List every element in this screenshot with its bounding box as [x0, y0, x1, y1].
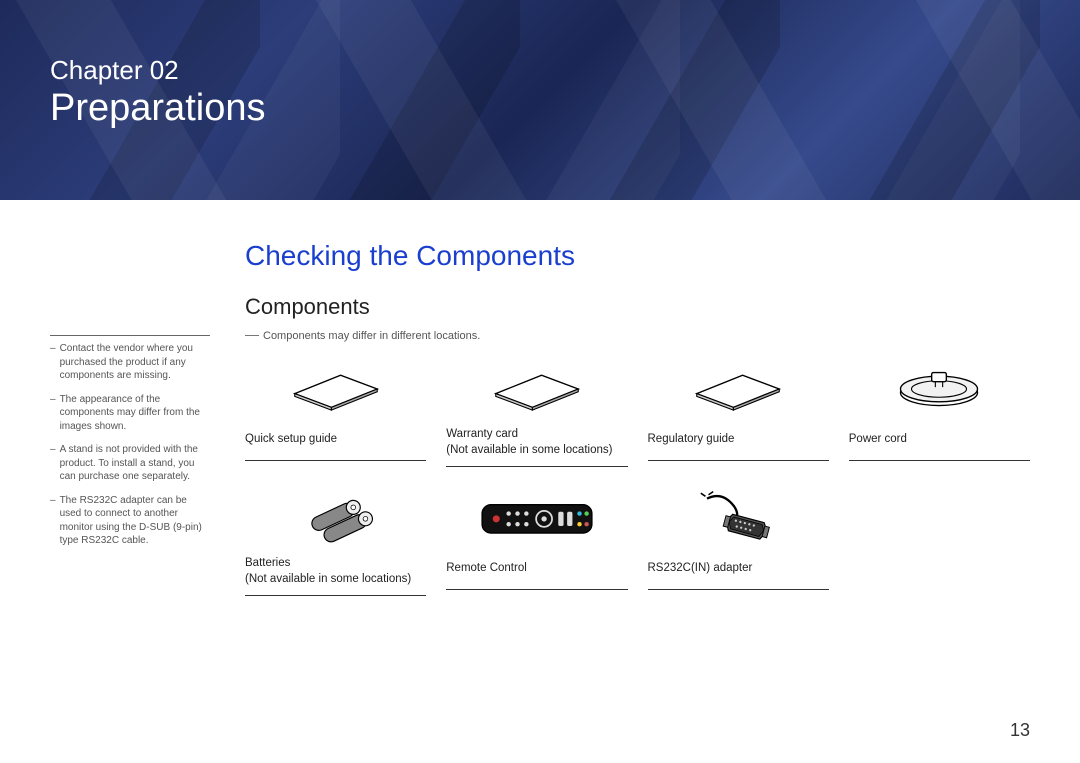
sidebar-note: –Contact the vendor where you purchased … — [50, 342, 210, 383]
component-label: RS232C(IN) adapter — [648, 551, 829, 585]
sheet-icon — [648, 356, 829, 422]
component-divider — [648, 589, 829, 590]
component-item: RS232C(IN) adapter — [648, 485, 829, 596]
component-divider — [245, 460, 426, 461]
component-label: Regulatory guide — [648, 422, 829, 456]
main-column: Checking the Components Components Compo… — [225, 240, 1030, 596]
batteries-icon — [245, 485, 426, 551]
component-label: Quick setup guide — [245, 422, 426, 456]
page-number: 13 — [1010, 720, 1030, 741]
sidebar-notes: –Contact the vendor where you purchased … — [50, 240, 225, 596]
sidebar-divider — [50, 335, 210, 336]
sheet-icon — [446, 356, 627, 422]
component-item: Remote Control — [446, 485, 627, 596]
banner-text: Chapter 02 Preparations — [0, 0, 1080, 187]
chapter-title: Preparations — [50, 86, 1030, 132]
chapter-label: Chapter 02 — [50, 55, 1030, 86]
component-item: Regulatory guide — [648, 356, 829, 467]
component-label: Warranty card(Not available in some loca… — [446, 422, 627, 462]
component-divider — [446, 466, 627, 467]
component-divider — [245, 595, 426, 596]
section-subtitle: Components — [245, 294, 1030, 320]
sidebar-note: –The appearance of the components may di… — [50, 393, 210, 434]
adapter-icon — [648, 485, 829, 551]
cord-icon — [849, 356, 1030, 422]
component-item: Power cord — [849, 356, 1030, 467]
sidebar-note: –The RS232C adapter can be used to conne… — [50, 494, 210, 548]
component-label: Remote Control — [446, 551, 627, 585]
section-note: Components may differ in different locat… — [245, 330, 1030, 342]
components-grid: Quick setup guide Warranty card(Not avail… — [245, 356, 1030, 596]
remote-icon — [446, 485, 627, 551]
component-item: Batteries(Not available in some location… — [245, 485, 426, 596]
page-content: –Contact the vendor where you purchased … — [0, 200, 1080, 596]
component-divider — [446, 589, 627, 590]
component-label: Power cord — [849, 422, 1030, 456]
sheet-icon — [245, 356, 426, 422]
component-item: Warranty card(Not available in some loca… — [446, 356, 627, 467]
component-label: Batteries(Not available in some location… — [245, 551, 426, 591]
component-divider — [849, 460, 1030, 461]
component-item: Quick setup guide — [245, 356, 426, 467]
section-title: Checking the Components — [245, 240, 1030, 272]
chapter-banner: Chapter 02 Preparations — [0, 0, 1080, 200]
component-divider — [648, 460, 829, 461]
sidebar-note: –A stand is not provided with the produc… — [50, 443, 210, 484]
